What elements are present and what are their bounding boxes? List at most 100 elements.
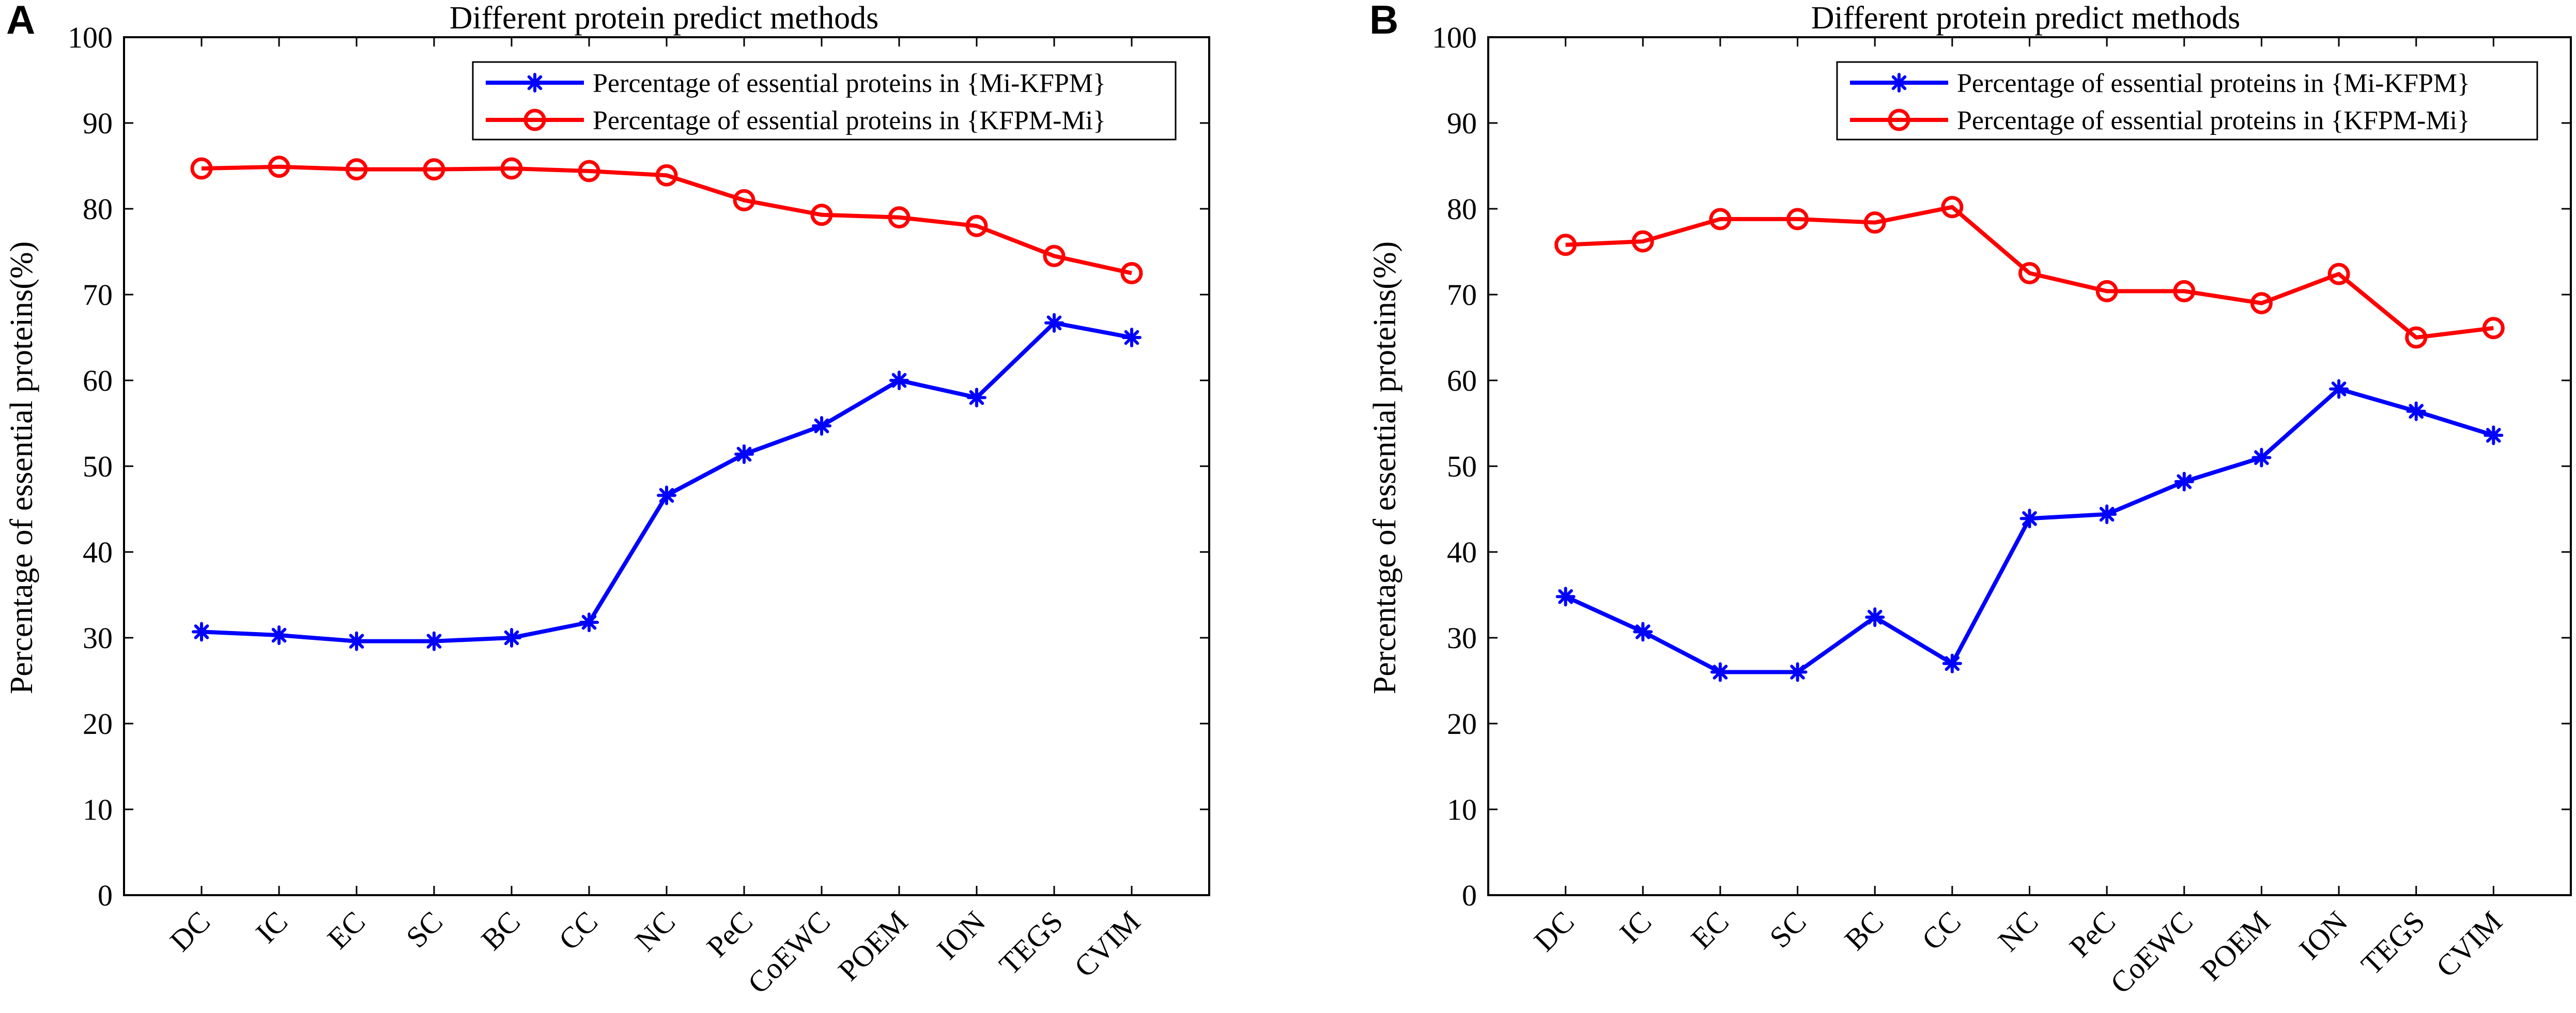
y-tick-label: 20 <box>83 707 113 741</box>
data-point <box>2250 292 2273 315</box>
x-tick-label: CVIM <box>1068 904 1147 984</box>
x-tick-label: BC <box>475 904 527 957</box>
data-point <box>500 157 523 180</box>
data-point <box>268 156 290 178</box>
y-tick-label: 100 <box>68 21 113 54</box>
series-line <box>1564 387 2494 674</box>
y-tick-label: 40 <box>83 535 113 569</box>
legend-marker <box>1889 73 1909 93</box>
x-tick-label: IC <box>1613 904 1658 949</box>
data-point <box>2173 280 2196 302</box>
data-point <box>1941 196 1964 219</box>
y-tick-label: 0 <box>98 879 113 912</box>
legend-box <box>1836 61 2538 141</box>
x-tick-label: IC <box>249 904 294 949</box>
chart-title: Different protein predict methods <box>450 1 878 36</box>
x-tick-label: TEGS <box>993 904 1069 981</box>
data-point <box>190 157 213 180</box>
y-tick-label: 80 <box>1447 192 1477 226</box>
data-point <box>2019 509 2040 529</box>
data-point <box>1710 662 1730 682</box>
data-point <box>579 612 599 633</box>
data-point <box>1122 328 1142 347</box>
plot-area <box>1487 36 2572 896</box>
x-tick-label: NC <box>628 904 682 958</box>
panel-letter: B <box>1369 0 1398 42</box>
data-point <box>2484 425 2504 446</box>
data-point <box>812 416 831 436</box>
x-tick-label: ION <box>930 904 992 966</box>
y-tick-label: 50 <box>83 450 113 483</box>
data-point <box>424 631 444 651</box>
data-point <box>1555 587 1576 607</box>
y-axis-label: Percentage of essential proteins(%) <box>4 241 39 694</box>
data-point <box>888 206 911 229</box>
x-tick-label: SC <box>1763 904 1813 954</box>
y-tick-label: 20 <box>1447 707 1477 741</box>
data-point <box>733 189 755 211</box>
x-tick-label: CC <box>1915 904 1967 957</box>
x-tick-label: NC <box>1992 904 2045 958</box>
chart-title: Different protein predict methods <box>1811 1 2240 36</box>
x-tick-label: CVIM <box>2429 904 2508 984</box>
data-point <box>1787 662 1808 682</box>
y-tick-label: 30 <box>83 621 113 655</box>
panel-a: A Different protein predict methods Perc… <box>4 0 1210 1000</box>
legend-entry: Percentage of essential proteins in {Mi-… <box>1957 69 2470 98</box>
data-point <box>1044 313 1064 333</box>
data-point <box>1942 653 1962 673</box>
legend-marker <box>523 109 546 131</box>
data-point <box>1709 208 1732 231</box>
y-tick-label: 60 <box>1447 364 1477 397</box>
data-point <box>345 158 368 181</box>
data-point <box>657 485 676 505</box>
y-tick-label: 80 <box>83 192 113 226</box>
data-point <box>2251 448 2272 468</box>
data-point <box>269 625 289 646</box>
data-point <box>578 160 600 182</box>
data-point <box>889 371 909 390</box>
y-tick-label: 70 <box>83 278 113 312</box>
data-point <box>1043 244 1066 267</box>
x-tick-label: EC <box>321 904 372 955</box>
panel-letter: A <box>6 0 35 42</box>
data-point <box>810 204 833 226</box>
legend-entry: Percentage of essential proteins in {KFP… <box>1957 106 2470 135</box>
data-point <box>2327 263 2350 285</box>
series-line <box>201 164 1132 275</box>
x-tick-label: CoEWC <box>2104 904 2199 1000</box>
data-point <box>2095 280 2118 302</box>
series-line <box>201 320 1132 643</box>
data-point <box>1786 208 1809 231</box>
data-point <box>967 388 986 408</box>
legend-entry: Percentage of essential proteins in {Mi-… <box>593 69 1106 98</box>
data-point <box>965 214 988 237</box>
y-tick-label: 40 <box>1447 535 1477 569</box>
y-tick-label: 50 <box>1447 450 1477 483</box>
data-point <box>1863 211 1886 234</box>
data-point <box>2174 471 2194 492</box>
data-point <box>1554 234 1577 256</box>
x-tick-label: ION <box>2292 904 2354 966</box>
data-point <box>347 631 366 651</box>
data-point <box>734 444 754 464</box>
panel-b: B Different protein predict methods Perc… <box>1367 0 2572 1000</box>
x-tick-label: POEM <box>831 904 914 987</box>
x-tick-label: POEM <box>2194 904 2277 987</box>
x-tick-label: BC <box>1838 904 1890 957</box>
legend-marker <box>525 73 545 93</box>
legend-entry: Percentage of essential proteins in {KFP… <box>593 106 1106 135</box>
x-tick-label: CC <box>552 904 605 957</box>
y-axis-label: Percentage of essential proteins(%) <box>1367 241 1402 694</box>
data-point <box>1120 262 1143 284</box>
data-point <box>2406 401 2426 421</box>
data-point <box>2329 379 2349 399</box>
x-tick-label: TEGS <box>2354 904 2431 981</box>
data-point <box>655 164 678 187</box>
y-tick-label: 100 <box>1432 21 1477 54</box>
y-tick-label: 30 <box>1447 621 1477 655</box>
data-point <box>2405 326 2428 349</box>
y-tick-label: 0 <box>1462 879 1477 912</box>
x-tick-label: DC <box>163 904 217 958</box>
